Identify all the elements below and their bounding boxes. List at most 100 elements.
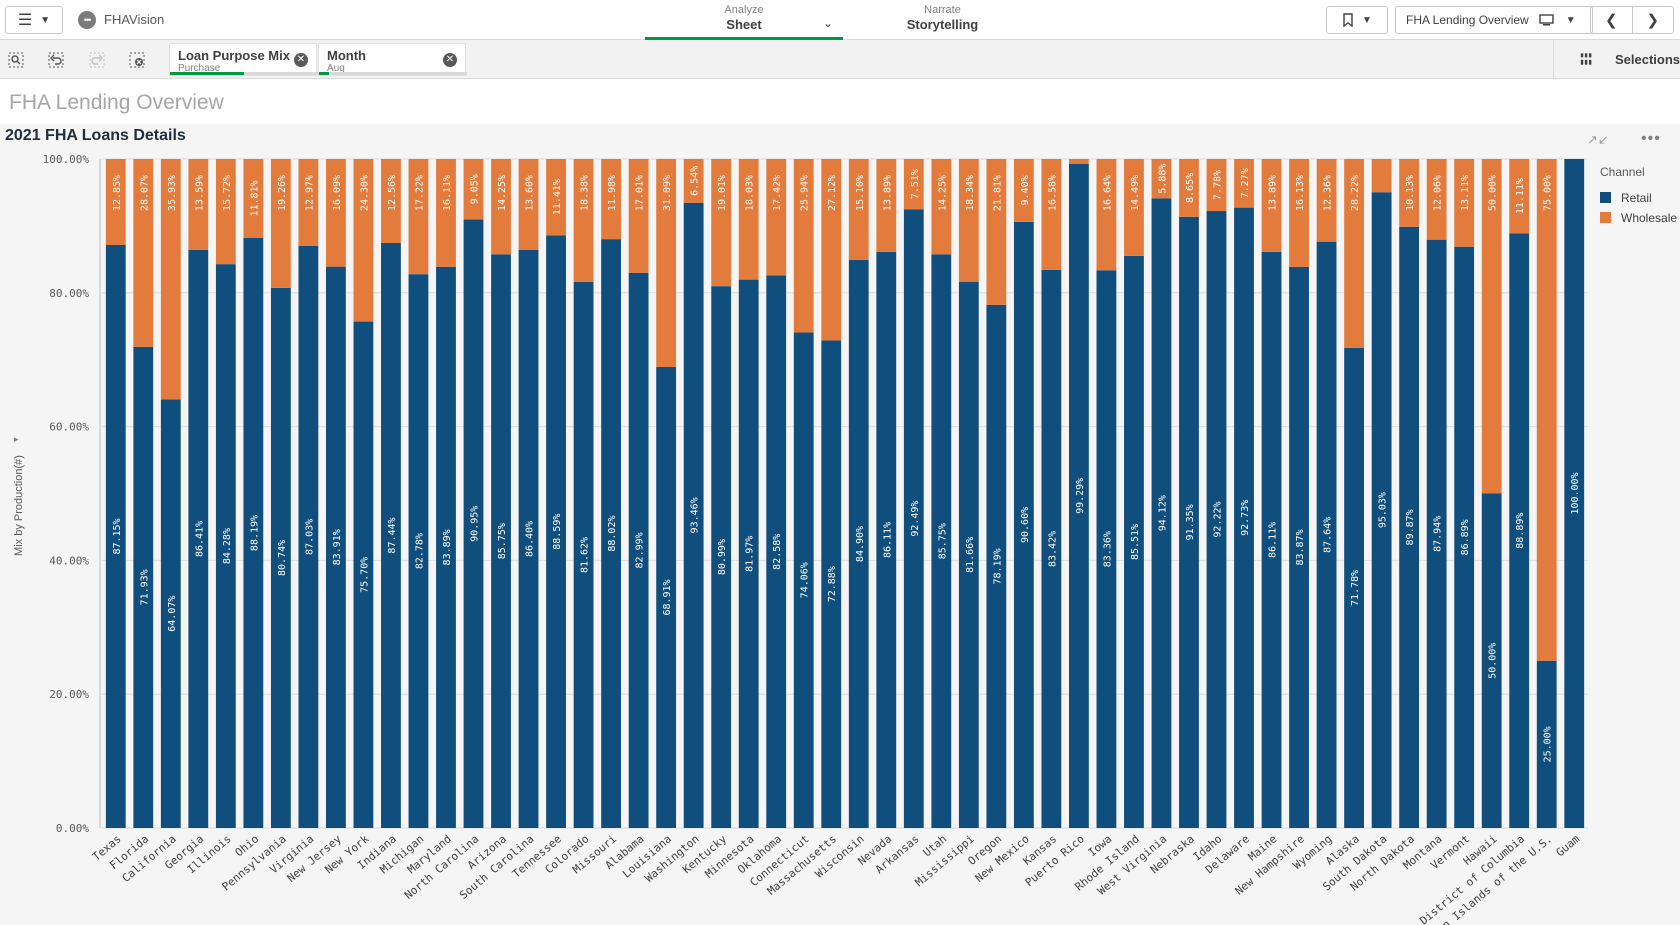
tab-analyze-sheet[interactable]: Analyze Sheet ⌄ (645, 0, 843, 40)
bar-wholesale (215, 159, 236, 265)
bar-wholesale (628, 159, 649, 273)
data-label-wholesale: 28.22% (1350, 175, 1361, 211)
data-label-retail: 64.07% (167, 596, 178, 632)
bar-wholesale (683, 159, 704, 203)
sheet-selector[interactable]: FHA Lending Overview ▼ (1395, 6, 1593, 34)
selection-chip-month[interactable]: Month Aug ✕ (318, 43, 467, 76)
tab-narrate-storytelling[interactable]: Narrate Storytelling (850, 0, 1035, 40)
data-label-wholesale: 27.12% (827, 175, 838, 211)
app-logo-icon: ••• (78, 11, 96, 29)
data-label-wholesale: 35.93% (167, 175, 178, 211)
data-label-wholesale: 6.54% (690, 166, 701, 196)
data-label-retail: 75.70% (359, 557, 370, 593)
data-label-wholesale: 11.11% (1515, 178, 1526, 214)
selections-bar: Loan Purpose Mix Purchase ✕ Month Aug ✕ … (0, 40, 1680, 79)
bar-retail (243, 238, 264, 828)
bar-retail (903, 209, 924, 829)
chevron-down-icon[interactable]: ⌄ (822, 16, 833, 30)
bar-wholesale (188, 159, 209, 250)
data-label-wholesale: 19.26% (277, 175, 288, 211)
close-icon[interactable]: ✕ (294, 53, 308, 67)
data-label-retail: 81.66% (965, 537, 976, 573)
data-label-wholesale: 75.00% (1543, 175, 1554, 211)
step-back-icon[interactable] (45, 49, 67, 71)
data-label-retail: 82.78% (414, 533, 425, 569)
bar-retail (601, 239, 621, 828)
data-label-wholesale: 7.78% (1213, 170, 1224, 200)
selection-chip-loan-purpose-mix[interactable]: Loan Purpose Mix Purchase ✕ (169, 43, 318, 76)
data-label-wholesale: 16.58% (1047, 175, 1058, 211)
bar-wholesale (1481, 159, 1502, 494)
data-label-retail: 72.88% (827, 566, 838, 602)
bar-wholesale (1151, 159, 1172, 199)
bar-wholesale (1536, 159, 1557, 661)
bar-wholesale (903, 159, 924, 210)
bar-retail (793, 332, 814, 828)
sheet-selector-label: FHA Lending Overview (1406, 13, 1529, 27)
data-label-retail: 80.74% (277, 540, 288, 576)
data-label-retail: 88.19% (249, 515, 260, 551)
chip-field-value: Purchase (178, 63, 221, 74)
bar-wholesale (546, 159, 566, 236)
bar-retail (1371, 192, 1392, 829)
bar-wholesale (793, 159, 814, 333)
data-label-retail: 91.35% (1185, 504, 1196, 540)
bar-wholesale (958, 159, 979, 282)
tab-analyze-label: Analyze (724, 4, 764, 16)
data-label-wholesale: 9.40% (1020, 175, 1031, 205)
data-label-retail: 84.28% (222, 528, 233, 564)
data-label-retail: 86.89% (1460, 519, 1471, 555)
close-icon[interactable]: ✕ (443, 53, 457, 67)
bar-retail (738, 279, 759, 828)
data-label-retail: 87.03% (304, 519, 315, 555)
caret-down-icon: ▼ (1565, 14, 1576, 26)
bar-wholesale (105, 159, 126, 245)
bar-wholesale (931, 159, 952, 255)
data-label-retail: 84.90% (855, 526, 866, 562)
bar-retail (628, 272, 649, 829)
bar-wholesale (133, 159, 154, 347)
bookmark-button[interactable]: ▼ (1326, 6, 1388, 34)
bar-wholesale (1426, 159, 1447, 240)
bar-retail (1454, 246, 1475, 828)
bar-retail (188, 249, 209, 828)
data-label-wholesale: 5.88% (1157, 164, 1168, 194)
data-label-wholesale: 13.11% (1460, 175, 1471, 211)
bar-retail (326, 266, 346, 828)
bar-retail (1536, 660, 1557, 828)
data-label-retail: 88.02% (607, 516, 618, 552)
step-forward-icon[interactable] (86, 49, 108, 71)
next-sheet-button[interactable]: ❯ (1633, 7, 1674, 33)
bookmark-icon (1343, 13, 1353, 27)
smart-search-icon[interactable] (5, 49, 27, 71)
bar-retail (876, 251, 897, 829)
data-label-wholesale: 11.41% (552, 179, 563, 215)
y-axis-label: Mix by Production(#) (13, 455, 25, 556)
data-label-retail: 95.03% (1378, 492, 1389, 528)
bar-wholesale (381, 159, 401, 244)
bar-retail (491, 254, 511, 828)
previous-sheet-button[interactable]: ❮ (1591, 7, 1633, 33)
data-label-retail: 68.91% (662, 579, 673, 615)
bar-retail (1261, 251, 1282, 829)
selections-panel-button[interactable]: Selections (1553, 40, 1680, 78)
bar-retail (298, 245, 319, 829)
exit-fullscreen-icon[interactable]: ↗↙ (1587, 132, 1609, 147)
bar-wholesale (1041, 159, 1062, 270)
bar-wholesale (848, 159, 869, 261)
y-tick-label: 100.00% (43, 153, 90, 166)
data-label-retail: 92.49% (910, 501, 921, 537)
main-menu-button[interactable]: ☰ ▼ (5, 6, 63, 34)
data-label-retail: 87.44% (387, 517, 398, 553)
bar-wholesale (1234, 159, 1254, 208)
bar-retail (848, 260, 869, 828)
bar-retail (1564, 159, 1585, 828)
data-label-retail: 83.91% (332, 529, 343, 565)
tab-sheet-label: Sheet (726, 17, 762, 32)
data-label-retail: 93.46% (690, 497, 701, 533)
bar-retail (683, 202, 704, 829)
clear-selections-icon[interactable] (126, 49, 148, 71)
data-label-retail: 92.22% (1213, 501, 1224, 537)
more-options-icon[interactable]: ••• (1641, 130, 1661, 147)
bar-wholesale (656, 159, 677, 367)
